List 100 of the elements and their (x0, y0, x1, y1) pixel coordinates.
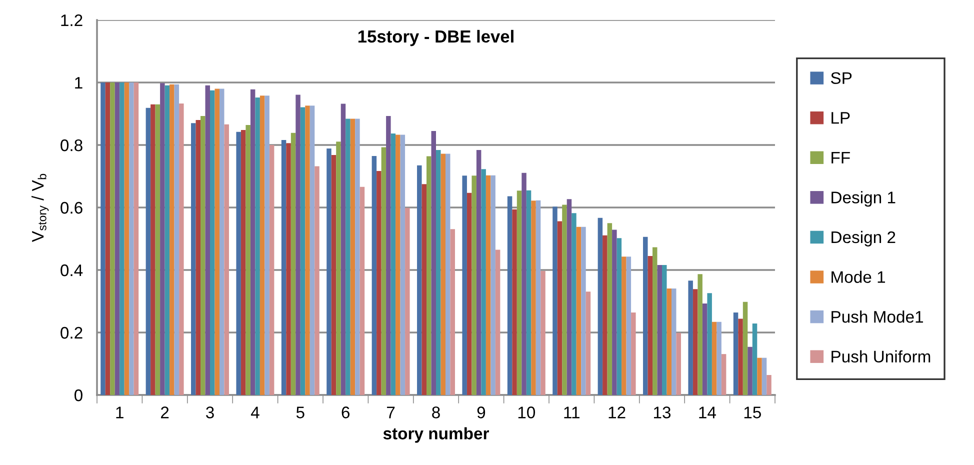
x-axis-title: story number (383, 427, 489, 443)
x-tick-label: 5 (296, 406, 304, 418)
x-tick-label: 11 (564, 406, 580, 418)
bar (219, 88, 224, 395)
bar (657, 265, 662, 395)
bar (702, 303, 708, 395)
bar (422, 184, 427, 395)
bar (607, 223, 612, 395)
bar (733, 312, 738, 395)
bar (405, 208, 410, 395)
bar (336, 142, 341, 395)
bar (752, 323, 758, 395)
bar (562, 204, 567, 395)
bar (742, 302, 748, 395)
bar (576, 226, 582, 395)
y-tick-label: 0 (74, 389, 82, 402)
bar (110, 82, 115, 395)
bar (372, 156, 377, 395)
x-tick-label: 1 (116, 406, 124, 418)
bar (631, 312, 636, 395)
x-tick-label: 9 (477, 406, 486, 418)
y-tick-label: 1 (75, 77, 82, 89)
bar (536, 200, 541, 395)
bar (757, 358, 762, 395)
bar (516, 190, 522, 395)
bar (346, 118, 350, 395)
bar (557, 221, 562, 395)
x-tick-label: 14 (699, 406, 716, 418)
bar (179, 103, 184, 395)
bar (716, 322, 722, 395)
bar (721, 354, 726, 395)
bar (246, 125, 250, 395)
bar (150, 104, 156, 395)
bar (260, 96, 265, 395)
bar (124, 82, 130, 395)
legend-label: SP (830, 72, 852, 84)
bar (616, 238, 622, 395)
bar (200, 116, 206, 395)
bar (602, 235, 608, 395)
bar (512, 209, 517, 395)
bar (264, 96, 270, 395)
bar (236, 132, 241, 395)
y-tick-label: 0.4 (60, 264, 83, 276)
legend-label: LP (832, 112, 850, 124)
legend-label: FF (832, 152, 850, 164)
bar (417, 165, 422, 395)
bar (507, 196, 512, 395)
bar (766, 375, 772, 395)
bar (164, 85, 170, 395)
bar (146, 108, 151, 395)
bar (522, 172, 526, 395)
bar (340, 104, 346, 395)
y-tick-label: 0.8 (60, 139, 82, 152)
bar (214, 88, 220, 395)
bar (100, 82, 106, 395)
bar (598, 218, 603, 395)
bar (310, 106, 315, 395)
bar (692, 289, 698, 395)
bar (296, 94, 300, 395)
legend-label: Design 2 (832, 230, 896, 246)
bar (170, 84, 174, 395)
bar (400, 134, 406, 395)
bar (240, 130, 246, 395)
bar (314, 166, 320, 395)
bar (440, 154, 446, 395)
bar (129, 82, 134, 395)
bar (224, 124, 229, 395)
bar (698, 274, 702, 395)
x-tick-label: 8 (432, 406, 440, 418)
bar (426, 156, 432, 395)
legend-label: Push Mode1 (832, 310, 923, 323)
legend-label: Push Uniform (832, 350, 930, 363)
bar (191, 123, 196, 395)
bar (712, 322, 717, 395)
bar (196, 120, 201, 395)
bar (472, 176, 476, 395)
bar (250, 89, 256, 395)
bar (572, 213, 576, 395)
x-tick-label: 7 (387, 406, 395, 418)
bar (120, 82, 124, 395)
y-tick-label: 0.6 (60, 202, 82, 214)
bar (552, 206, 558, 395)
x-tick-label: 13 (654, 406, 671, 418)
bar (462, 176, 467, 395)
bar (300, 107, 306, 395)
x-tick-label: 3 (206, 406, 214, 418)
bar (495, 250, 500, 395)
bar (281, 140, 286, 395)
x-tick-label: 4 (250, 406, 260, 418)
bar (386, 116, 391, 395)
bar (586, 292, 591, 395)
bar (643, 236, 648, 395)
bar (531, 200, 536, 395)
bar (376, 170, 382, 395)
bar (612, 230, 617, 395)
bar (350, 118, 356, 395)
bar (134, 82, 139, 395)
legend-label: Design 1 (832, 191, 896, 207)
bar (431, 130, 436, 395)
bar (476, 150, 482, 395)
